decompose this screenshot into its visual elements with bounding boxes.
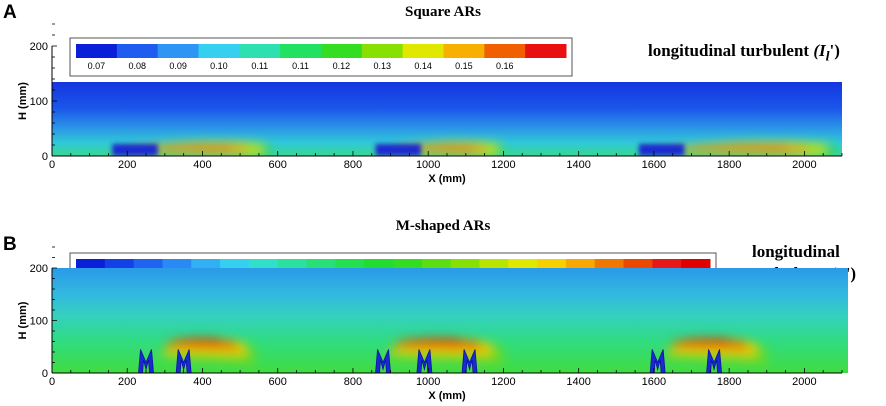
x-tick-label: 1600 [642, 376, 666, 388]
colorbar-swatch [361, 44, 404, 58]
turbulence-band [157, 338, 256, 367]
panel-a-legend-symbol: (Il') [813, 41, 840, 65]
x-tick-label: 200 [118, 376, 136, 388]
panel-a-letter: A [3, 2, 17, 23]
turbulence-band-layer [392, 338, 462, 345]
x-tick-label: 2000 [792, 376, 816, 388]
x-tick-label: 800 [344, 376, 362, 388]
colorbar-swatch [198, 44, 240, 58]
x-tick-label: 0 [49, 159, 55, 171]
turbulence-band-layer [669, 338, 730, 345]
colorbar-tick-label: 0.11 [251, 61, 268, 71]
x-tick-label: 1000 [416, 376, 440, 388]
x-tick-label: 400 [193, 376, 211, 388]
x-tick-label: 200 [118, 159, 136, 171]
colorbar-tick-label: 0.11 [292, 61, 309, 71]
colorbar-swatch [76, 44, 118, 58]
roughness-element [638, 143, 685, 156]
colorbar-tick-label: 0.13 [373, 61, 391, 71]
x-tick-label: 1400 [566, 159, 590, 171]
colorbar-tick-label: 0.15 [455, 61, 473, 71]
colorbar-swatch [280, 44, 322, 58]
turbulence-band-layer [165, 338, 221, 345]
colorbar-tick-label: 0.14 [414, 61, 432, 71]
x-tick-label: 0 [49, 376, 55, 388]
x-tick-label: 1600 [642, 159, 666, 171]
colorbar-swatch [484, 44, 526, 58]
y-axis-label: H (mm) [17, 301, 29, 339]
x-axis-label: X (mm) [428, 173, 466, 185]
y-tick-label: 0 [42, 368, 48, 380]
roughness-element-shape [175, 349, 192, 373]
roughness-element [138, 349, 154, 373]
panel-a-legend-text: longitudinal turbulent [648, 41, 810, 60]
heatmap-field [52, 268, 848, 373]
x-tick-label: 1000 [416, 159, 440, 171]
x-tick-label: 600 [269, 376, 287, 388]
roughness-element-shape [416, 349, 433, 373]
x-tick-label: 2000 [792, 159, 816, 171]
roughness-element [649, 349, 666, 373]
roughness-element [706, 349, 722, 373]
roughness-element [416, 349, 433, 373]
y-tick-label: 0 [42, 151, 48, 163]
colorbar-swatch [116, 44, 159, 58]
roughness-element [175, 349, 192, 373]
colorbar-tick-label: 0.09 [169, 61, 187, 71]
panel-a: A Square ARs longitudinal turbulent (Il'… [3, 2, 843, 185]
heatmap-field [52, 82, 842, 156]
x-tick-label: 1200 [491, 376, 515, 388]
x-tick-label: 1800 [717, 159, 741, 171]
roughness-element-shape [649, 349, 666, 373]
roughness-element [112, 143, 158, 156]
panel-b: B M-shaped ARs longitudinal turbulent (I… [0, 203, 886, 406]
x-axis-label: X (mm) [428, 390, 466, 402]
x-tick-label: 1200 [491, 159, 515, 171]
roughness-element [461, 349, 478, 373]
panel-b-heatmap: 0.050.060.070.080.090.10.110.120.130.140… [17, 246, 848, 402]
x-tick-label: 400 [193, 159, 211, 171]
colorbar-swatch [321, 44, 363, 58]
roughness-element [375, 143, 422, 156]
y-tick-label: 200 [30, 41, 48, 53]
turbulence-band-layer [664, 146, 789, 151]
y-tick-label: 100 [30, 96, 48, 108]
roughness-element-shape [138, 349, 154, 373]
colorbar-tick-label: 0.08 [128, 61, 146, 71]
roughness-element-shape [375, 349, 391, 373]
x-tick-label: 800 [344, 159, 362, 171]
colorbar-swatch [402, 44, 444, 58]
panel-b-letter: B [3, 234, 17, 255]
y-tick-label: 100 [30, 316, 48, 328]
roughness-element-shape [706, 349, 722, 373]
colorbar-tick-label: 0.16 [496, 61, 514, 71]
turbulence-band [650, 141, 835, 156]
panel-a-heatmap: 0.07 0.08 0.09 0.10 0.11 0.11 0.12 0.13 0.14 0.15… [17, 23, 843, 185]
x-tick-label: 1800 [717, 376, 741, 388]
colorbar-tick-label: 0.07 [88, 61, 106, 71]
panel-a-title: Square ARs [405, 4, 481, 20]
colorbar-swatch [525, 44, 567, 58]
y-tick-label: 200 [30, 263, 48, 275]
colorbar-swatch [157, 44, 199, 58]
roughness-element-shape [461, 349, 478, 373]
turbulence-band [661, 338, 767, 367]
colorbar-tick-label: 0.12 [333, 61, 351, 71]
colorbar-tick-label: 0.10 [210, 61, 228, 71]
colorbar-swatch [239, 44, 281, 58]
x-tick-label: 600 [269, 159, 287, 171]
panel-a-legend-label: longitudinal turbulent (Il') [648, 40, 840, 67]
panel-b-title: M-shaped ARs [395, 218, 491, 234]
y-axis-label: H (mm) [17, 82, 29, 120]
panel-b-legend-line1: longitudinal [752, 242, 840, 261]
x-tick-label: 1400 [566, 376, 590, 388]
roughness-element [375, 349, 391, 373]
colorbar-swatch [443, 44, 485, 58]
